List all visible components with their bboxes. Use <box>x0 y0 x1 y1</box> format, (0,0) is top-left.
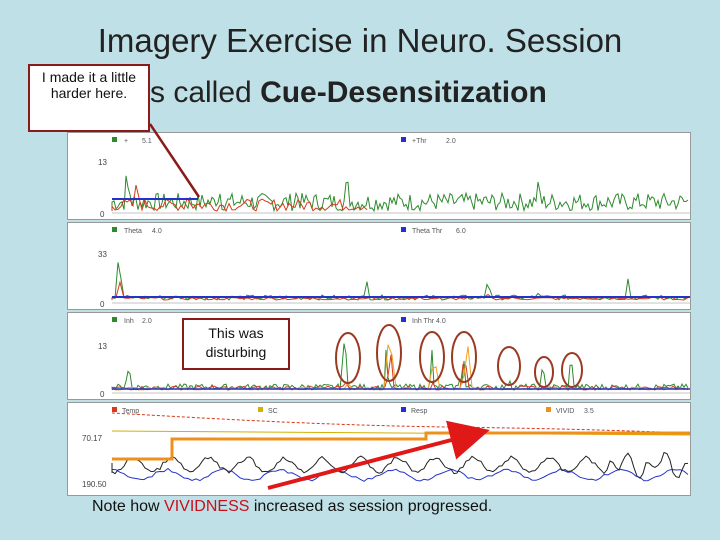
panel-4-y-top: 70.17 <box>82 434 103 443</box>
eeg-panel-1: + 5.1 +Thr 2.0 13 0 <box>67 132 691 220</box>
panel-3-chart: Inh 2.0 Inh Thr 4.0 13 0 <box>98 317 690 399</box>
black-trace <box>111 451 689 479</box>
panel-2-y-top: 33 <box>98 250 107 259</box>
eeg-panel-2: Theta 4.0 Theta Thr 6.0 33 0 <box>67 222 691 310</box>
highlight-circle-3 <box>419 331 445 383</box>
note-prefix: Note how <box>92 498 165 515</box>
panel-1-left-legend-icon <box>112 137 117 142</box>
legend-sc-label: SC <box>268 408 278 415</box>
vividness-trace <box>112 431 690 461</box>
panel-3-left-label: Inh <box>124 318 134 325</box>
legend-resp-label: Resp <box>411 408 427 415</box>
panel-2-chart: Theta 4.0 Theta Thr 6.0 33 0 <box>98 227 690 309</box>
slide-title-line1: Imagery Exercise in Neuro. Session <box>97 22 623 59</box>
highlight-circle-2 <box>376 324 402 382</box>
eeg-panel-3: Inh 2.0 Inh Thr 4.0 13 0 <box>67 312 691 400</box>
panel-3-left-legend-icon <box>112 317 117 322</box>
panel-1-y-top: 13 <box>98 158 107 167</box>
panel-3-left-value: 2.0 <box>142 318 152 325</box>
panel-2-right-label: Theta Thr <box>412 228 443 235</box>
panel-2-left-value: 4.0 <box>152 228 162 235</box>
legend-sc-icon <box>258 407 263 412</box>
highlight-circle-1 <box>335 332 361 384</box>
panel-4-y-bottom: 190.50 <box>82 480 107 489</box>
panel-1-right-legend-icon <box>401 137 406 142</box>
panel-2-y-bottom: 0 <box>100 300 105 309</box>
highlight-circle-6 <box>534 356 554 388</box>
callout-disturbing: This was disturbing <box>182 318 290 370</box>
highlight-circle-5 <box>497 346 521 386</box>
highlight-circle-4 <box>451 331 477 383</box>
legend-vivid-value: 3.5 <box>584 408 594 415</box>
panel-3-right-label: Inh Thr <box>412 318 435 325</box>
legend-temp-label: Temp <box>122 408 139 415</box>
panel-4-chart: Temp SC Resp VIVID 3.5 70.17 190.50 <box>82 407 691 489</box>
panel-2-left-label: Theta <box>124 228 142 235</box>
panel-2-left-legend-icon <box>112 227 117 232</box>
physio-panel: Temp SC Resp VIVID 3.5 70.17 190.50 <box>67 402 691 496</box>
panel-1-red-trace <box>111 184 368 213</box>
panel-3-y-top: 13 <box>98 342 107 351</box>
note-text: Note how VIVIDNESS increased as session … <box>92 498 492 516</box>
title-line2-bold: Cue-Desensitization <box>260 76 547 109</box>
panel-3-right-value: 4.0 <box>436 318 446 325</box>
panel-1-chart: + 5.1 +Thr 2.0 13 0 <box>98 137 690 219</box>
panel-2-right-legend-icon <box>401 227 406 232</box>
temp-trace <box>111 412 691 434</box>
legend-temp-icon <box>112 407 117 412</box>
legend-resp-icon <box>401 407 406 412</box>
panel-1-left-label: + <box>124 138 128 145</box>
highlight-circle-7 <box>561 352 583 388</box>
legend-vivid-label: VIVID <box>556 408 574 415</box>
panel-1-right-label: +Thr <box>412 138 427 145</box>
legend-vivid-icon <box>546 407 551 412</box>
panel-2-green-trace <box>111 262 689 301</box>
panel-3-right-legend-icon <box>401 317 406 322</box>
panel-2-right-value: 6.0 <box>456 228 466 235</box>
panel-1-right-value: 2.0 <box>446 138 456 145</box>
panel-1-left-value: 5.1 <box>142 138 152 145</box>
callout-harder: I made it a little harder here. <box>28 64 150 132</box>
panel-1-y-bottom: 0 <box>100 210 105 219</box>
title-line2-prefix: s called <box>150 76 261 109</box>
panel-3-y-bottom: 0 <box>100 390 105 399</box>
slide-title-line2: s called Cue-Desensitization <box>150 76 547 110</box>
note-vividness: VIVIDNESS <box>164 498 250 515</box>
note-suffix: increased as session progressed. <box>249 498 493 515</box>
panel-1-green-trace <box>111 175 689 213</box>
